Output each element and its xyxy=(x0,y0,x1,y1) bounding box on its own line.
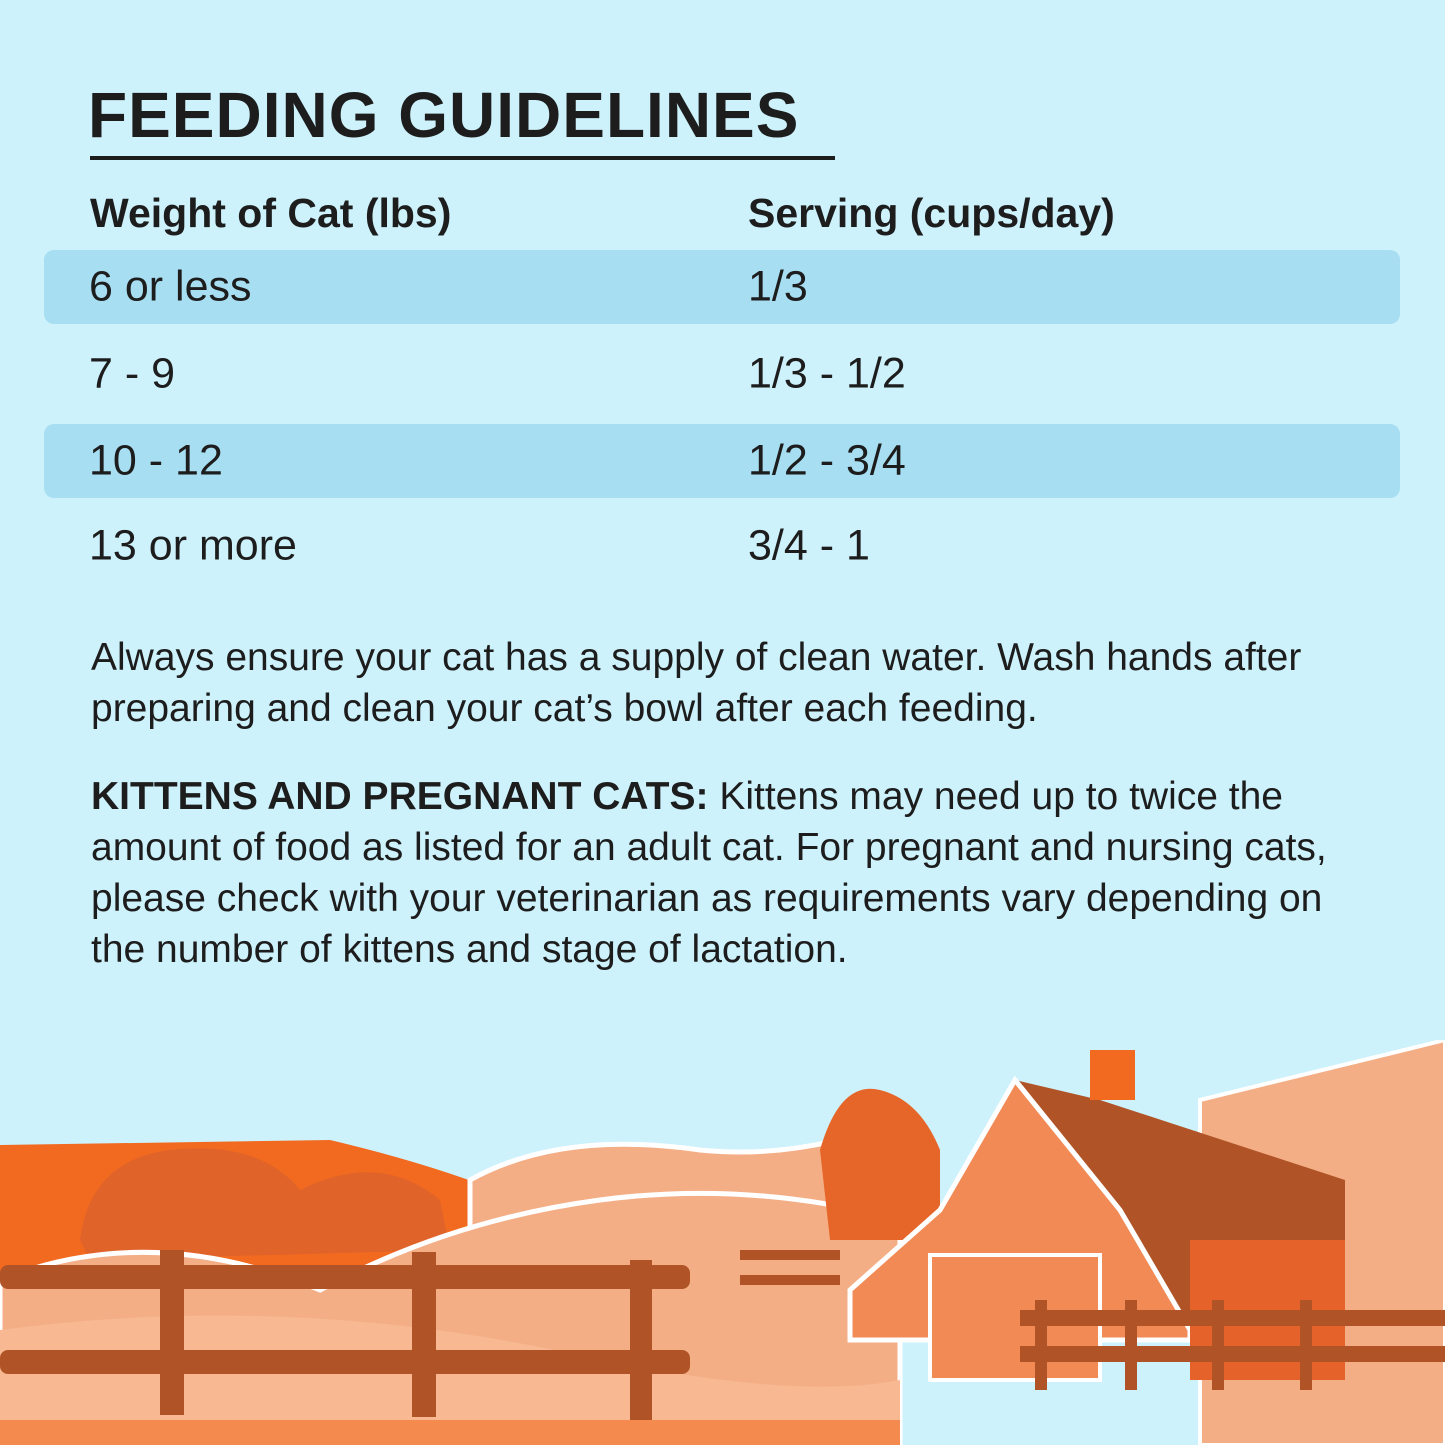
weight-cell: 13 or more xyxy=(89,521,297,570)
serving-cell: 3/4 - 1 xyxy=(748,521,870,570)
kittens-label: KITTENS AND PREGNANT CATS: xyxy=(91,775,709,818)
table-row: 7 - 9 1/3 - 1/2 xyxy=(44,337,1400,411)
table-row: 13 or more 3/4 - 1 xyxy=(44,509,1400,583)
weight-cell: 10 - 12 xyxy=(89,436,223,485)
header-weight: Weight of Cat (lbs) xyxy=(90,190,452,236)
page-title: FEEDING GUIDELINES xyxy=(88,79,800,151)
weight-cell: 6 or less xyxy=(89,262,252,311)
farm-illustration xyxy=(0,1040,1445,1445)
weight-cell: 7 - 9 xyxy=(89,349,176,398)
serving-cell: 1/2 - 3/4 xyxy=(748,436,906,485)
table-row: 6 or less 1/3 xyxy=(44,250,1400,324)
table-row: 10 - 12 1/2 - 3/4 xyxy=(44,424,1400,498)
water-note: Always ensure your cat has a supply of c… xyxy=(91,636,1302,730)
serving-cell: 1/3 xyxy=(748,262,808,311)
serving-cell: 1/3 - 1/2 xyxy=(748,349,906,398)
kittens-note: KITTENS AND PREGNANT CATS: Kittens may n… xyxy=(91,771,1381,975)
header-serving: Serving (cups/day) xyxy=(748,190,1115,236)
title-underline xyxy=(90,156,835,160)
kittens-text: Kittens may need up to twice the amount … xyxy=(91,775,1327,971)
